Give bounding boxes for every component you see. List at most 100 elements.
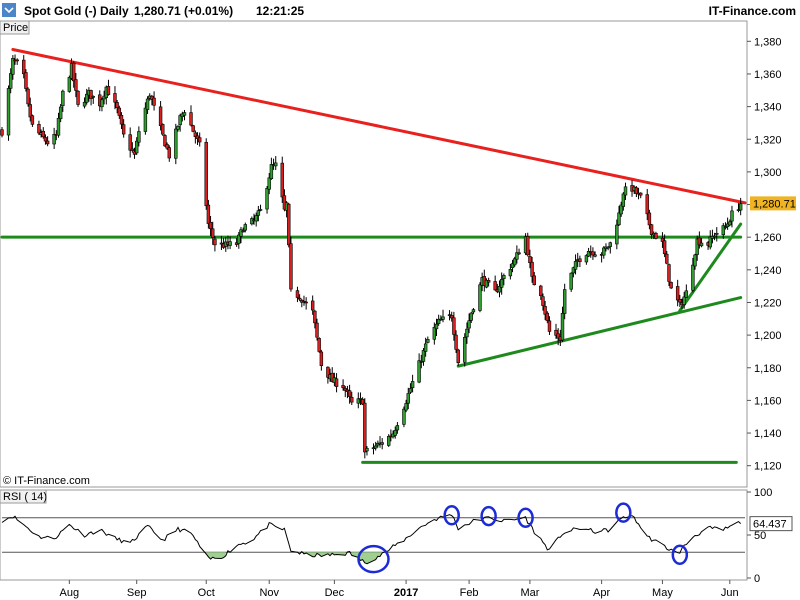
candle-up [432,327,437,340]
price-candles [0,54,743,459]
candle-up [219,242,224,245]
candle-up [712,235,717,238]
candle-down [106,86,111,95]
candle-up [695,238,699,255]
candle-down [647,212,652,226]
price-y-axis: 1,3801,3601,3401,3201,3001,2801,2601,240… [747,36,782,473]
price-panel-label: Price [3,22,28,34]
candle-down [669,282,673,289]
candle-down [541,296,545,306]
candle-up [402,408,406,425]
price-panel: Price 1,3801,3601,3401,3201,3001,2801,26… [0,20,796,488]
candle-down [71,62,76,82]
candle-down [526,236,530,256]
candle-up [584,255,589,263]
price-y-tick-label: 1,320 [754,134,782,146]
candle-down [189,112,193,126]
candle-down [115,102,119,109]
candle-down [128,134,132,151]
x-tick-label: Nov [259,587,279,599]
candle-down [454,334,458,350]
candle-down [304,301,308,304]
candle-up [417,360,421,383]
candle-up [423,343,428,352]
candle-down [43,137,48,142]
menu-icon[interactable] [2,3,16,17]
candle-down [578,258,582,262]
candle-down [0,129,4,136]
candle-down [195,135,200,139]
candle-down [334,378,339,387]
x-tick-label: Oct [198,587,215,599]
candle-up [699,242,704,247]
candle-up [434,323,439,330]
price-y-tick-label: 1,180 [754,363,782,375]
price-y-tick-label: 1,300 [754,167,782,179]
rsi-highlight-circle [517,507,534,529]
candle-down [380,442,384,445]
candle-up [11,58,15,75]
candle-up [143,107,148,132]
candle-up [67,77,72,92]
rsi-highlight-circle [480,505,497,527]
candle-up [406,393,410,404]
candle-up [497,285,502,293]
rsi-panel-label: RSI ( 14) [3,491,47,503]
candle-up [410,381,415,389]
candle-up [404,403,408,411]
x-tick-label: Mar [520,587,539,599]
rsi-highlight-circle [443,504,460,526]
candle-down [191,125,195,132]
rsi-highlight-circle [671,544,689,566]
candle-up [593,254,597,257]
rsi-y-tick-label: 100 [754,487,772,499]
candle-up [373,445,378,449]
candle-up [606,246,610,249]
candle-down [297,297,302,300]
candle-down [450,315,454,319]
rsi-highlight-circle [615,502,632,523]
candle-up [471,309,476,313]
candle-down [30,115,35,125]
candle-down [158,106,163,127]
brand-label: IT-Finance.com [709,4,796,18]
rsi-oversold-area [303,552,346,557]
candle-down [204,142,208,207]
candle-down [675,286,680,301]
candle-down [161,124,165,135]
rsi-y-tick-label: 0 [754,573,760,585]
candle-up [721,225,725,236]
candle-down [360,399,365,405]
header-bar: Spot Gold (-) Daily 1,280.71 (+0.01%) 12… [0,0,800,21]
candle-down [241,230,245,233]
candle-up [619,204,623,215]
candle-up [421,350,426,362]
candle-down [121,124,126,135]
candle-up [615,224,619,245]
candle-down [667,264,671,282]
rsi-oversold-area [206,552,226,560]
watermark: © IT-Finance.com [3,475,90,487]
candle-up [441,316,445,320]
candle-down [645,194,649,215]
candle-up [684,290,689,298]
candle-down [208,222,213,230]
candle-down [163,135,167,147]
candle-up [274,162,278,167]
last-price-label: 1,280.71 [753,198,796,210]
candle-up [256,210,261,216]
candle-up [265,188,269,210]
candle-down [543,306,547,315]
trend-line [11,47,747,205]
candle-down [547,320,552,332]
candle-down [76,90,80,105]
candle-down [165,144,169,149]
candle-down [28,104,32,118]
candle-up [738,203,743,211]
candle-up [586,251,591,257]
candle-up [623,186,628,196]
candle-up [502,275,506,279]
candle-down [319,351,324,366]
candle-down [197,137,202,143]
